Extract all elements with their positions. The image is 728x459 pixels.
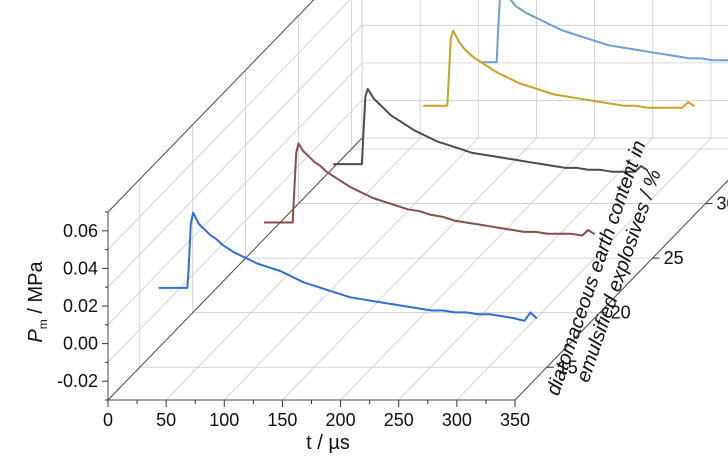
y-tick-label: 0.06 <box>63 221 98 241</box>
grid-layer <box>107 0 728 401</box>
z-tick-label: 15 <box>558 357 578 377</box>
z-tick-label: 20 <box>611 303 631 323</box>
wall-grid-y <box>107 0 351 250</box>
y-tick-label: 0.04 <box>63 258 98 278</box>
series-line-z34 <box>481 0 728 64</box>
series-layer <box>158 0 728 322</box>
x-axis-label: t / µs <box>306 432 350 454</box>
y-tick-label: -0.02 <box>57 371 98 391</box>
x-tick-label: 150 <box>267 410 297 430</box>
x-tick-label: 350 <box>500 410 530 430</box>
floor-grid-x <box>282 137 537 401</box>
x-tick-label: 100 <box>209 410 239 430</box>
floor-grid-x <box>456 137 712 401</box>
series-line-z20 <box>263 142 595 237</box>
y-axis-label-symbol: P <box>25 329 47 343</box>
y-axis-label: Pm / MPa <box>25 261 50 343</box>
floor-left-edge <box>107 137 363 401</box>
z-axis-label: diatomaceous earth content in emulsified… <box>542 138 665 399</box>
y-axis-label-unit: / MPa <box>25 261 47 320</box>
y-axis-label-subscript: m <box>36 319 50 329</box>
x-tick-label: 50 <box>156 410 176 430</box>
y-tick-label: 0.00 <box>63 334 98 354</box>
x-tick-label: 0 <box>103 410 113 430</box>
wall-grid-y <box>107 0 315 213</box>
z-tick-label: 30 <box>717 194 728 214</box>
floor-grid-x <box>165 137 421 401</box>
z-tick-label: 25 <box>664 248 684 268</box>
wall-grid-y <box>107 25 363 288</box>
z-axis-line <box>514 179 728 401</box>
x-tick-label: 300 <box>442 410 472 430</box>
top-left-edge <box>107 0 315 213</box>
floor-grid-x <box>398 137 654 401</box>
x-tick-label: 250 <box>384 410 414 430</box>
wall-grid-y <box>107 100 363 363</box>
x-tick-label: 200 <box>326 410 356 430</box>
series-line-z14 <box>158 211 538 322</box>
series-line-z25 <box>333 87 648 173</box>
floor-grid-x <box>223 137 479 401</box>
y-tick-label: 0.02 <box>63 296 98 316</box>
tick-layer: 0 50 100 150 200 250 300 350 -0.02 0.00 0.02 0.04 0.… <box>57 194 728 430</box>
series-line-z30 <box>423 29 695 109</box>
floor-grid-x <box>340 137 595 401</box>
wall-grid-y <box>107 62 363 326</box>
